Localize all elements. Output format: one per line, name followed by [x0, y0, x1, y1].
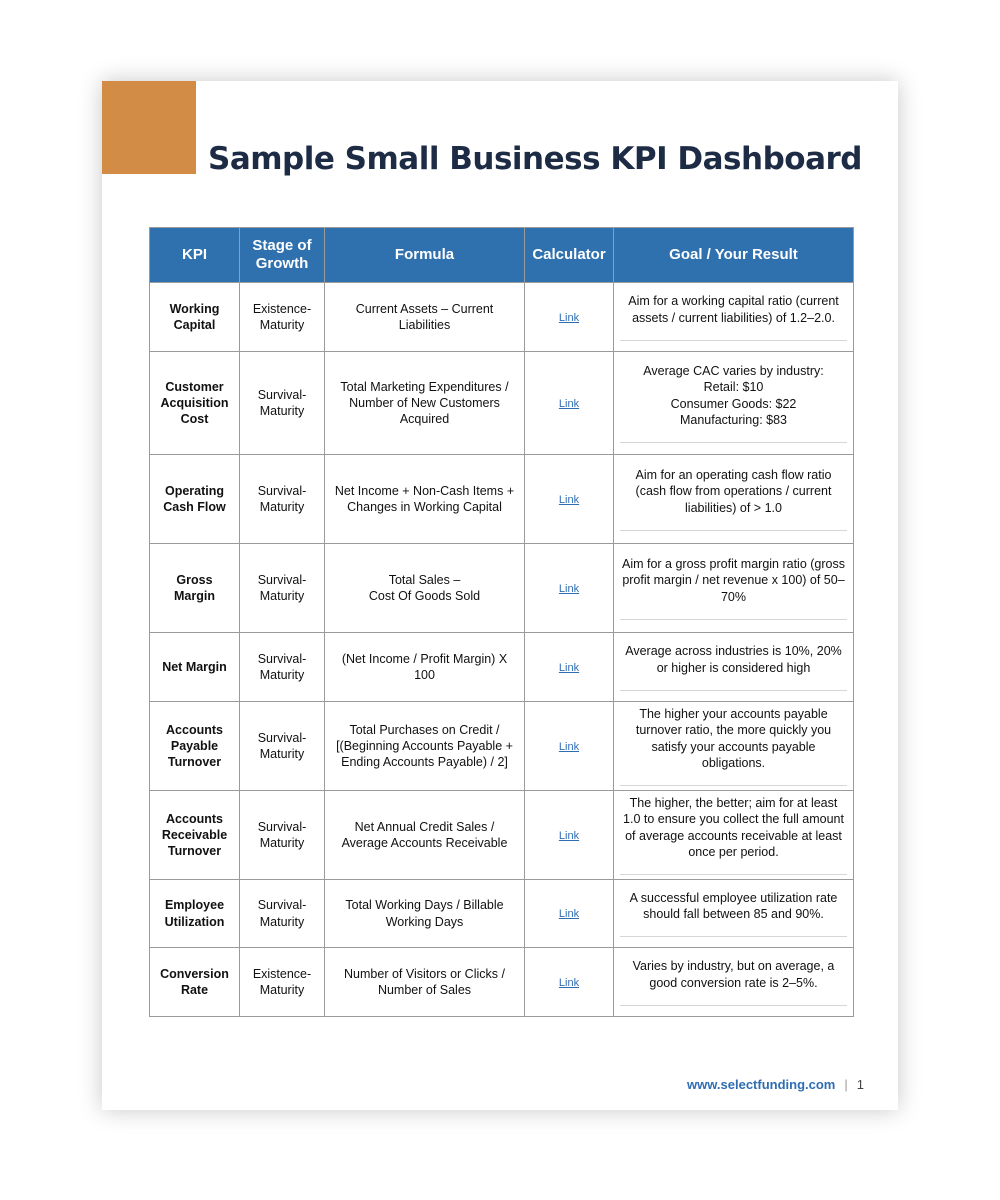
- formula-cell: Current Assets – Current Liabilities: [324, 282, 525, 352]
- goal-cell: Aim for an operating cash flow ratio (ca…: [613, 454, 854, 544]
- stage-cell: Existence- Maturity: [239, 947, 325, 1017]
- calculator-cell: Link: [524, 947, 614, 1017]
- your-result-field[interactable]: [620, 609, 847, 620]
- calculator-cell: Link: [524, 351, 614, 455]
- calculator-cell: Link: [524, 790, 614, 880]
- kpi-name-cell: Operating Cash Flow: [149, 454, 240, 544]
- calculator-link[interactable]: Link: [558, 829, 580, 842]
- goal-cell: Average across industries is 10%, 20% or…: [613, 632, 854, 702]
- your-result-field[interactable]: [620, 775, 847, 786]
- accent-block: [102, 81, 196, 174]
- stage-cell: Survival- Maturity: [239, 543, 325, 633]
- stage-cell: Survival- Maturity: [239, 790, 325, 880]
- your-result-field[interactable]: [620, 680, 847, 691]
- table-row: Employee Utilization Survival- Maturity To…: [149, 879, 854, 948]
- goal-text: Aim for an operating cash flow ratio (ca…: [635, 468, 832, 515]
- kpi-name-cell: Net Margin: [149, 632, 240, 702]
- goal-text: Aim for a gross profit margin ratio (gro…: [622, 557, 845, 604]
- goal-cell: Aim for a gross profit margin ratio (gro…: [613, 543, 854, 633]
- goal-text: A successful employee utilization rate s…: [629, 890, 838, 921]
- formula-cell: Number of Visitors or Clicks / Number of…: [324, 947, 525, 1017]
- kpi-name-cell: Customer Acquisition Cost: [149, 351, 240, 455]
- stage-cell: Survival- Maturity: [239, 632, 325, 702]
- header-calculator: Calculator: [524, 227, 614, 283]
- goal-text: Varies by industry, but on average, a go…: [632, 959, 835, 990]
- goal-cell: Aim for a working capital ratio (current…: [613, 282, 854, 352]
- stage-cell: Survival- Maturity: [239, 351, 325, 455]
- goal-text: The higher, the better; aim for at least…: [623, 796, 844, 859]
- formula-cell: Total Working Days / Billable Working Da…: [324, 879, 525, 948]
- footer-website[interactable]: www.selectfunding.com: [687, 1077, 836, 1092]
- table-row: Operating Cash Flow Survival- Maturity Net…: [149, 454, 854, 544]
- goal-text: Aim for a working capital ratio (current…: [628, 294, 839, 325]
- kpi-name-cell: Accounts Payable Turnover: [149, 701, 240, 791]
- table-row: Net Margin Survival- Maturity (Net Income …: [149, 632, 854, 702]
- table-row: Working Capital Existence- Maturity Curren…: [149, 282, 854, 352]
- goal-cell: The higher your accounts payable turnove…: [613, 701, 854, 791]
- document-page: Sample Small Business KPI Dashboard KPI …: [102, 81, 898, 1110]
- calculator-link[interactable]: Link: [558, 493, 580, 506]
- stage-cell: Survival- Maturity: [239, 879, 325, 948]
- stage-cell: Survival- Maturity: [239, 454, 325, 544]
- table-row: Customer Acquisition Cost Survival- Matur…: [149, 351, 854, 455]
- your-result-field[interactable]: [620, 864, 847, 875]
- goal-cell: Varies by industry, but on average, a go…: [613, 947, 854, 1017]
- kpi-name-cell: Accounts Receivable Turnover: [149, 790, 240, 880]
- calculator-cell: Link: [524, 282, 614, 352]
- header-goal-your-result: Goal / Your Result: [613, 227, 854, 283]
- table-row: Accounts Receivable Turnover Survival- Ma…: [149, 790, 854, 880]
- kpi-name-cell: Working Capital: [149, 282, 240, 352]
- table-row: Conversion Rate Existence- Maturity Number…: [149, 947, 854, 1017]
- calculator-cell: Link: [524, 879, 614, 948]
- formula-cell: Total Marketing Expenditures / Number of…: [324, 351, 525, 455]
- table-row: Gross Margin Survival- Maturity Total Sale…: [149, 543, 854, 633]
- calculator-cell: Link: [524, 701, 614, 791]
- calculator-link[interactable]: Link: [558, 661, 580, 674]
- calculator-cell: Link: [524, 543, 614, 633]
- kpi-name-cell: Gross Margin: [149, 543, 240, 633]
- your-result-field[interactable]: [620, 995, 847, 1006]
- kpi-table: KPI Stage of Growth Formula Calculator G…: [149, 227, 854, 1017]
- header-formula: Formula: [324, 227, 525, 283]
- formula-cell: Net Income + Non-Cash Items + Changes in…: [324, 454, 525, 544]
- footer-separator: |: [844, 1077, 848, 1092]
- footer: www.selectfunding.com | 1: [687, 1077, 864, 1092]
- your-result-field[interactable]: [620, 520, 847, 531]
- goal-cell: Average CAC varies by industry: Retail: …: [613, 351, 854, 455]
- header-stage-of-growth: Stage of Growth: [239, 227, 325, 283]
- stage-cell: Existence- Maturity: [239, 282, 325, 352]
- calculator-cell: Link: [524, 454, 614, 544]
- goal-cell: The higher, the better; aim for at least…: [613, 790, 854, 880]
- formula-cell: Net Annual Credit Sales / Average Accoun…: [324, 790, 525, 880]
- calculator-link[interactable]: Link: [558, 976, 580, 989]
- header-kpi: KPI: [149, 227, 240, 283]
- formula-cell: Total Purchases on Credit / [(Beginning …: [324, 701, 525, 791]
- calculator-link[interactable]: Link: [558, 908, 580, 921]
- stage-cell: Survival- Maturity: [239, 701, 325, 791]
- table-header-row: KPI Stage of Growth Formula Calculator G…: [149, 227, 854, 283]
- page-title: Sample Small Business KPI Dashboard: [208, 141, 862, 177]
- formula-cell: Total Sales – Cost Of Goods Sold: [324, 543, 525, 633]
- goal-text: The higher your accounts payable turnove…: [635, 707, 832, 770]
- goal-cell: A successful employee utilization rate s…: [613, 879, 854, 948]
- your-result-field[interactable]: [620, 926, 847, 938]
- calculator-cell: Link: [524, 632, 614, 702]
- kpi-name-cell: Employee Utilization: [149, 879, 240, 948]
- kpi-name-cell: Conversion Rate: [149, 947, 240, 1017]
- goal-text: Average across industries is 10%, 20% or…: [625, 644, 842, 675]
- calculator-link[interactable]: Link: [558, 740, 580, 753]
- calculator-link[interactable]: Link: [558, 397, 580, 410]
- calculator-link[interactable]: Link: [558, 311, 580, 324]
- calculator-link[interactable]: Link: [558, 582, 580, 595]
- goal-text: Average CAC varies by industry: Retail: …: [643, 364, 824, 427]
- your-result-field[interactable]: [620, 330, 847, 341]
- table-row: Accounts Payable Turnover Survival- Matur…: [149, 701, 854, 791]
- formula-cell: (Net Income / Profit Margin) X 100: [324, 632, 525, 702]
- page-number: 1: [856, 1077, 864, 1092]
- your-result-field[interactable]: [620, 432, 847, 443]
